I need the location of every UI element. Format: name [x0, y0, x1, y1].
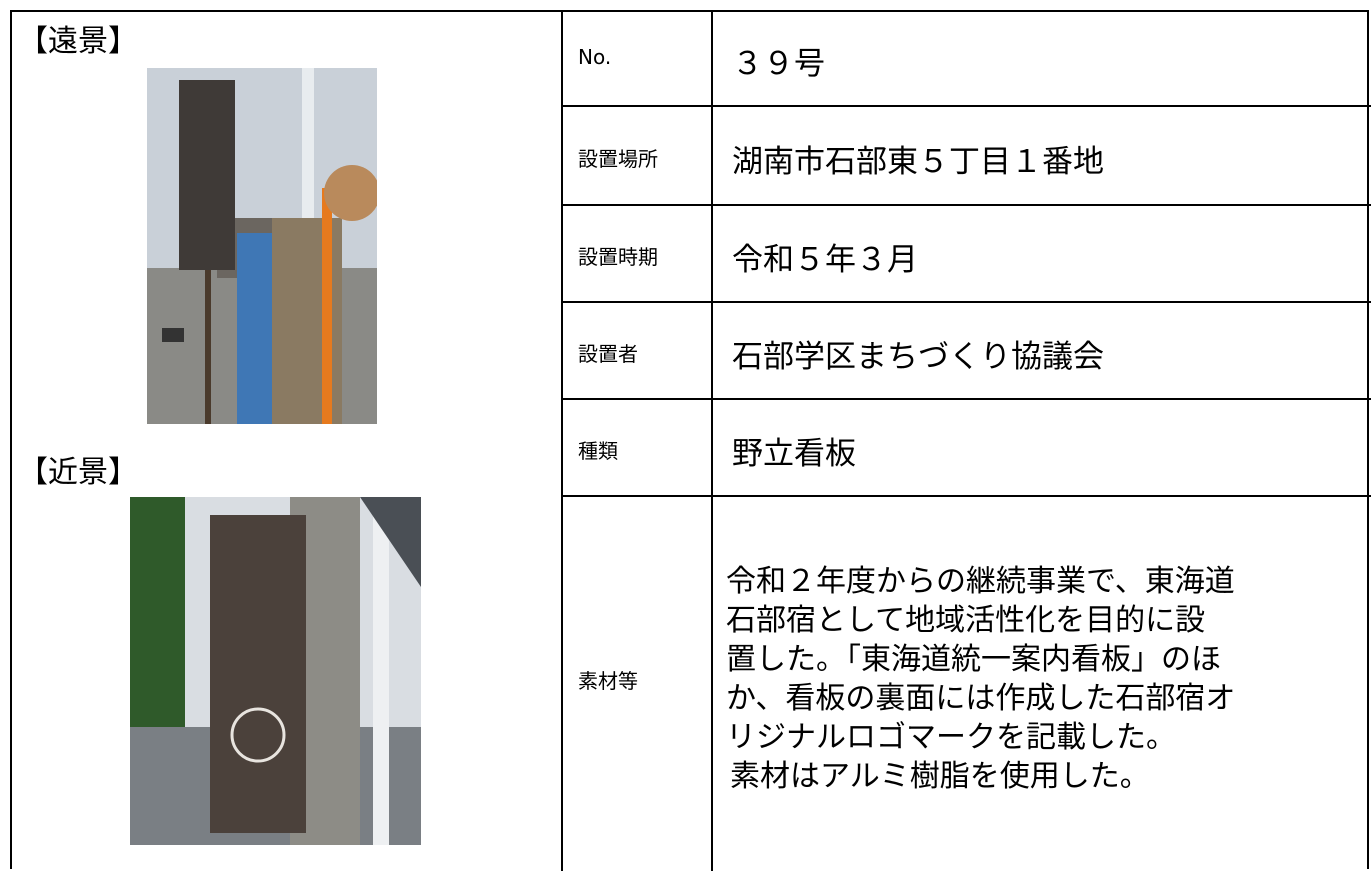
- row-value: 令和５年３月: [732, 241, 918, 278]
- row-line: [562, 398, 1371, 400]
- table-frame: [10, 10, 1369, 869]
- column-line: [561, 10, 563, 871]
- row-label: 種類: [578, 438, 618, 463]
- row-label: 設置時期: [578, 244, 658, 269]
- near-photo: [130, 497, 421, 845]
- row-line: [562, 204, 1371, 206]
- note-line: 素材はアルミ樹脂を使用した。: [730, 759, 1150, 794]
- row-line: [562, 105, 1371, 107]
- photo-label: 【近景】: [18, 455, 138, 490]
- row-value: 湖南市石部東５丁目１番地: [732, 143, 1104, 180]
- note-line: 令和２年度からの継続事業で、東海道: [726, 564, 1235, 599]
- note-line: 置した。「東海道統一案内看板」のほ: [726, 642, 1221, 677]
- row-value: 石部学区まちづくり協議会: [732, 338, 1104, 375]
- row-label: 素材等: [578, 669, 638, 693]
- note-line: か、看板の裏面には作成した石部宿オ: [726, 681, 1236, 716]
- row-label: 設置者: [578, 341, 638, 366]
- row-line: [562, 495, 1371, 497]
- photo-label: 【遠景】: [18, 24, 138, 59]
- row-label: No.: [578, 45, 612, 69]
- row-label: 設置場所: [578, 146, 658, 171]
- note-line: リジナルロゴマークを記載した。: [726, 720, 1176, 755]
- note-line: 石部宿として地域活性化を目的に設: [726, 603, 1206, 638]
- row-value: 野立看板: [732, 435, 856, 472]
- row-value: ３９号: [732, 46, 825, 82]
- far-photo: [147, 68, 377, 424]
- column-line: [711, 10, 713, 871]
- row-line: [562, 301, 1371, 303]
